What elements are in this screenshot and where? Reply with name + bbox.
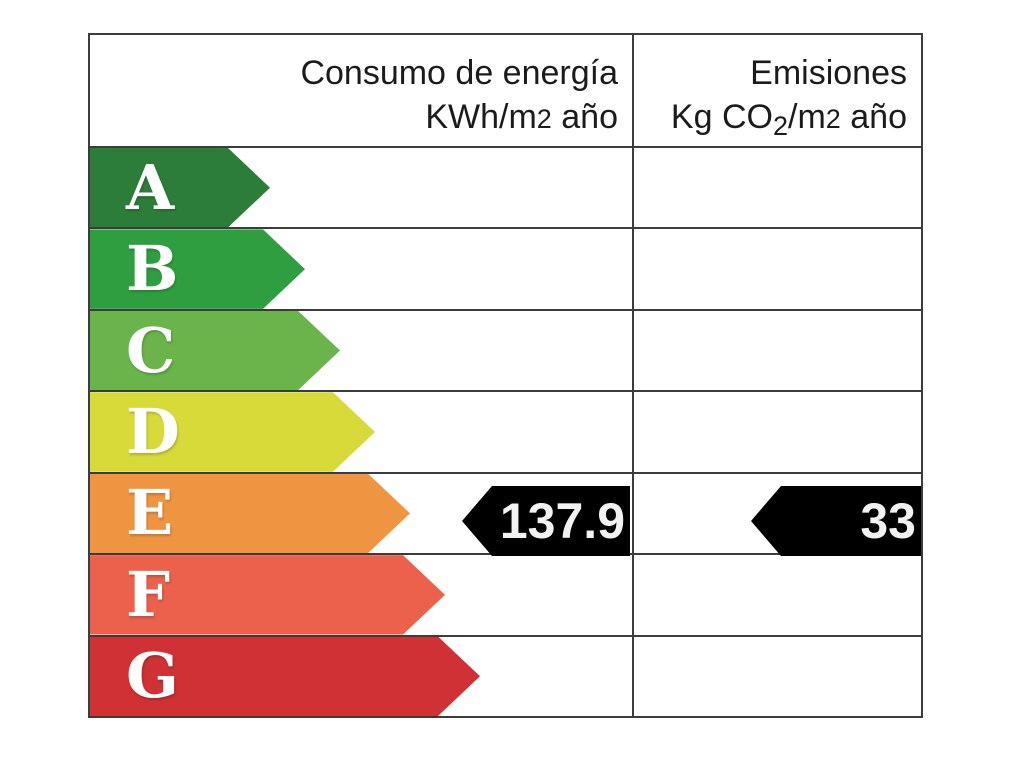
rating-letter-c: C [126,313,176,387]
rating-row-g: G [90,637,921,716]
rating-arrow-a: A [90,148,270,227]
rating-arrow-f: F [90,555,445,634]
rating-letter-b: B [126,232,179,306]
consumption-header-unit: KWh/m2 año [425,98,618,136]
consumption-header-title: Consumo de energía [300,54,618,92]
rating-letter-d: D [126,394,180,468]
rating-row-f: F [90,555,921,637]
rating-row-b: B [90,229,921,311]
rating-letter-f: F [126,557,171,631]
rating-arrow-d: D [90,392,375,471]
rating-row-a: A [90,148,921,230]
emissions-header-title: Emisiones [750,54,907,92]
rating-letter-a: A [126,150,175,224]
rating-arrow-e: E [90,474,410,553]
rating-arrow-c: C [90,311,340,390]
emissions-column-header: Emisiones Kg CO2/m2 año [634,35,921,146]
column-divider [632,35,634,716]
emissions-value-arrow: 33 [751,486,921,556]
rating-row-c: C [90,311,921,393]
emissions-value: 33 [860,493,916,549]
rating-rows: A B C D E [90,148,921,716]
rating-arrow-b: B [90,229,305,308]
table-header: Consumo de energía KWh/m2 año Emisiones … [90,35,921,148]
emissions-header-unit: Kg CO2/m2 año [670,98,907,141]
consumption-column-header: Consumo de energía KWh/m2 año [90,35,634,146]
consumption-value-arrow: 137.9 [462,486,630,556]
rating-row-e: E [90,474,921,556]
rating-table: Consumo de energía KWh/m2 año Emisiones … [88,33,923,718]
rating-row-d: D [90,392,921,474]
rating-letter-g: G [126,639,179,713]
rating-arrow-g: G [90,637,480,716]
consumption-value: 137.9 [499,493,625,549]
rating-letter-e: E [126,476,174,550]
